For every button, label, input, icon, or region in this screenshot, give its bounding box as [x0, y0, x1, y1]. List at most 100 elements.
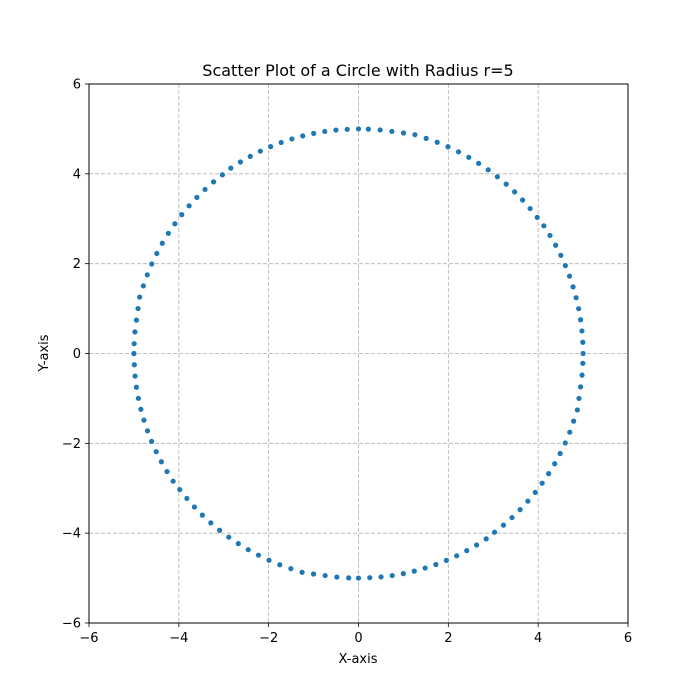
- data-point: [179, 212, 185, 218]
- data-point: [172, 221, 178, 227]
- x-tick-label: −6: [79, 631, 98, 646]
- data-point: [434, 139, 440, 145]
- x-tick-label: 0: [354, 631, 362, 646]
- data-point: [454, 553, 460, 559]
- y-tick-label: −4: [62, 527, 81, 542]
- data-point: [512, 189, 518, 195]
- data-point: [132, 329, 138, 335]
- data-points: [131, 126, 586, 581]
- data-point: [237, 159, 244, 165]
- data-point: [576, 306, 582, 312]
- data-point: [423, 135, 429, 141]
- data-point: [532, 489, 538, 495]
- data-point: [378, 574, 384, 580]
- data-point: [571, 418, 577, 424]
- data-point: [255, 552, 262, 558]
- data-point: [194, 194, 200, 200]
- data-point: [310, 571, 317, 577]
- data-point: [473, 542, 480, 548]
- data-point: [509, 514, 515, 521]
- data-point: [412, 132, 418, 138]
- data-point: [299, 569, 305, 575]
- y-tick-label: 4: [73, 167, 81, 182]
- data-point: [517, 507, 523, 513]
- data-point: [165, 230, 171, 236]
- data-point: [133, 317, 140, 323]
- data-point: [138, 406, 144, 412]
- data-point: [144, 272, 150, 278]
- data-point: [367, 575, 373, 581]
- data-point: [131, 341, 137, 347]
- data-point: [566, 273, 573, 279]
- data-point: [135, 395, 141, 401]
- y-tick-label: 2: [73, 257, 81, 272]
- data-point: [485, 167, 491, 173]
- data-point: [268, 144, 274, 150]
- data-point: [135, 305, 141, 312]
- data-point: [491, 529, 498, 535]
- data-point: [144, 428, 151, 434]
- data-point: [186, 203, 192, 209]
- data-point: [322, 128, 328, 135]
- data-point: [153, 449, 159, 455]
- data-point: [400, 571, 406, 577]
- data-point: [184, 495, 190, 502]
- data-point: [562, 263, 568, 269]
- data-point: [534, 214, 540, 221]
- data-point: [288, 566, 294, 572]
- data-point: [300, 133, 306, 139]
- data-point: [132, 373, 138, 379]
- x-tick-label: −2: [259, 631, 278, 646]
- data-point: [422, 565, 428, 571]
- axis-ticks: −6 −4 −2 0 2 4 6 −6 −4 −2 0 2 4 6: [62, 78, 632, 647]
- data-point: [202, 186, 208, 193]
- data-point: [226, 534, 232, 540]
- data-point: [445, 144, 451, 150]
- data-point: [159, 240, 165, 246]
- data-point: [257, 148, 263, 154]
- data-point: [210, 179, 217, 185]
- data-point: [433, 561, 439, 568]
- data-point: [567, 429, 573, 435]
- data-point: [466, 154, 472, 160]
- data-point: [476, 160, 482, 166]
- data-point: [573, 295, 579, 301]
- data-point: [355, 126, 362, 132]
- data-point: [247, 153, 253, 159]
- x-tick-label: −4: [169, 631, 188, 646]
- data-point: [278, 139, 284, 146]
- y-tick-label: 0: [73, 347, 81, 362]
- data-point: [235, 541, 241, 547]
- data-point: [443, 557, 449, 563]
- data-point: [541, 223, 547, 229]
- x-tick-label: 4: [534, 631, 542, 646]
- grid: [88, 83, 629, 624]
- data-point: [154, 250, 160, 257]
- data-point: [177, 486, 183, 493]
- data-point: [141, 417, 147, 423]
- y-axis-label: Y-axis: [37, 334, 52, 372]
- y-tick-label: 6: [73, 78, 81, 93]
- data-point: [557, 450, 563, 457]
- data-point: [140, 283, 146, 289]
- data-point: [245, 547, 251, 553]
- data-point: [208, 520, 214, 526]
- data-point: [131, 350, 137, 357]
- data-point: [149, 438, 155, 444]
- data-point: [577, 317, 584, 323]
- data-point: [552, 461, 558, 467]
- data-point: [137, 294, 143, 300]
- data-point: [519, 197, 526, 203]
- data-point: [579, 372, 585, 378]
- data-point: [400, 130, 407, 136]
- y-tick-label: −2: [62, 437, 81, 452]
- data-point: [158, 459, 164, 465]
- data-point: [355, 575, 362, 581]
- data-point: [500, 522, 507, 528]
- data-point: [277, 562, 283, 568]
- data-point: [266, 557, 272, 563]
- data-point: [553, 242, 559, 248]
- data-point: [580, 360, 586, 366]
- data-point: [455, 149, 462, 155]
